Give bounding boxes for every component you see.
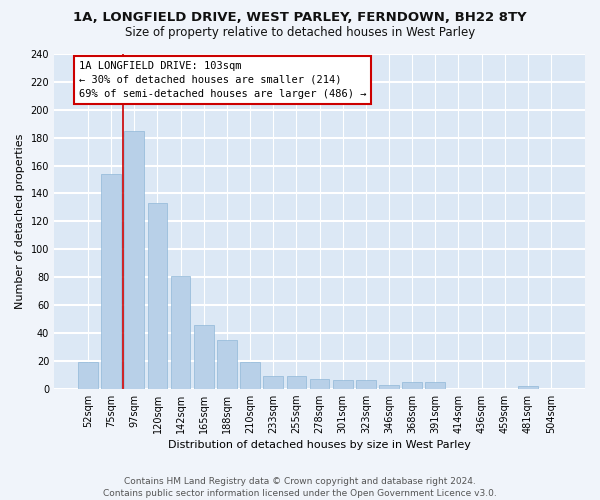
Bar (124, 130, 144, 388)
Bar (78, 362, 98, 388)
Bar (287, 376, 306, 388)
Bar (333, 380, 353, 388)
Bar (171, 276, 190, 388)
Bar (425, 382, 445, 388)
Bar (240, 362, 260, 388)
Bar (194, 324, 214, 388)
Text: 1A LONGFIELD DRIVE: 103sqm
← 30% of detached houses are smaller (214)
69% of sem: 1A LONGFIELD DRIVE: 103sqm ← 30% of deta… (79, 61, 366, 99)
Bar (310, 379, 329, 388)
Text: Size of property relative to detached houses in West Parley: Size of property relative to detached ho… (125, 26, 475, 39)
Bar (518, 386, 538, 388)
Bar (402, 382, 422, 388)
Bar (263, 376, 283, 388)
Bar (379, 384, 399, 388)
Bar (356, 380, 376, 388)
X-axis label: Distribution of detached houses by size in West Parley: Distribution of detached houses by size … (168, 440, 471, 450)
Y-axis label: Number of detached properties: Number of detached properties (15, 134, 25, 309)
Bar (148, 203, 167, 388)
Bar (217, 340, 237, 388)
Text: Contains HM Land Registry data © Crown copyright and database right 2024.
Contai: Contains HM Land Registry data © Crown c… (103, 477, 497, 498)
Text: 1A, LONGFIELD DRIVE, WEST PARLEY, FERNDOWN, BH22 8TY: 1A, LONGFIELD DRIVE, WEST PARLEY, FERNDO… (73, 11, 527, 24)
Bar (101, 174, 121, 388)
